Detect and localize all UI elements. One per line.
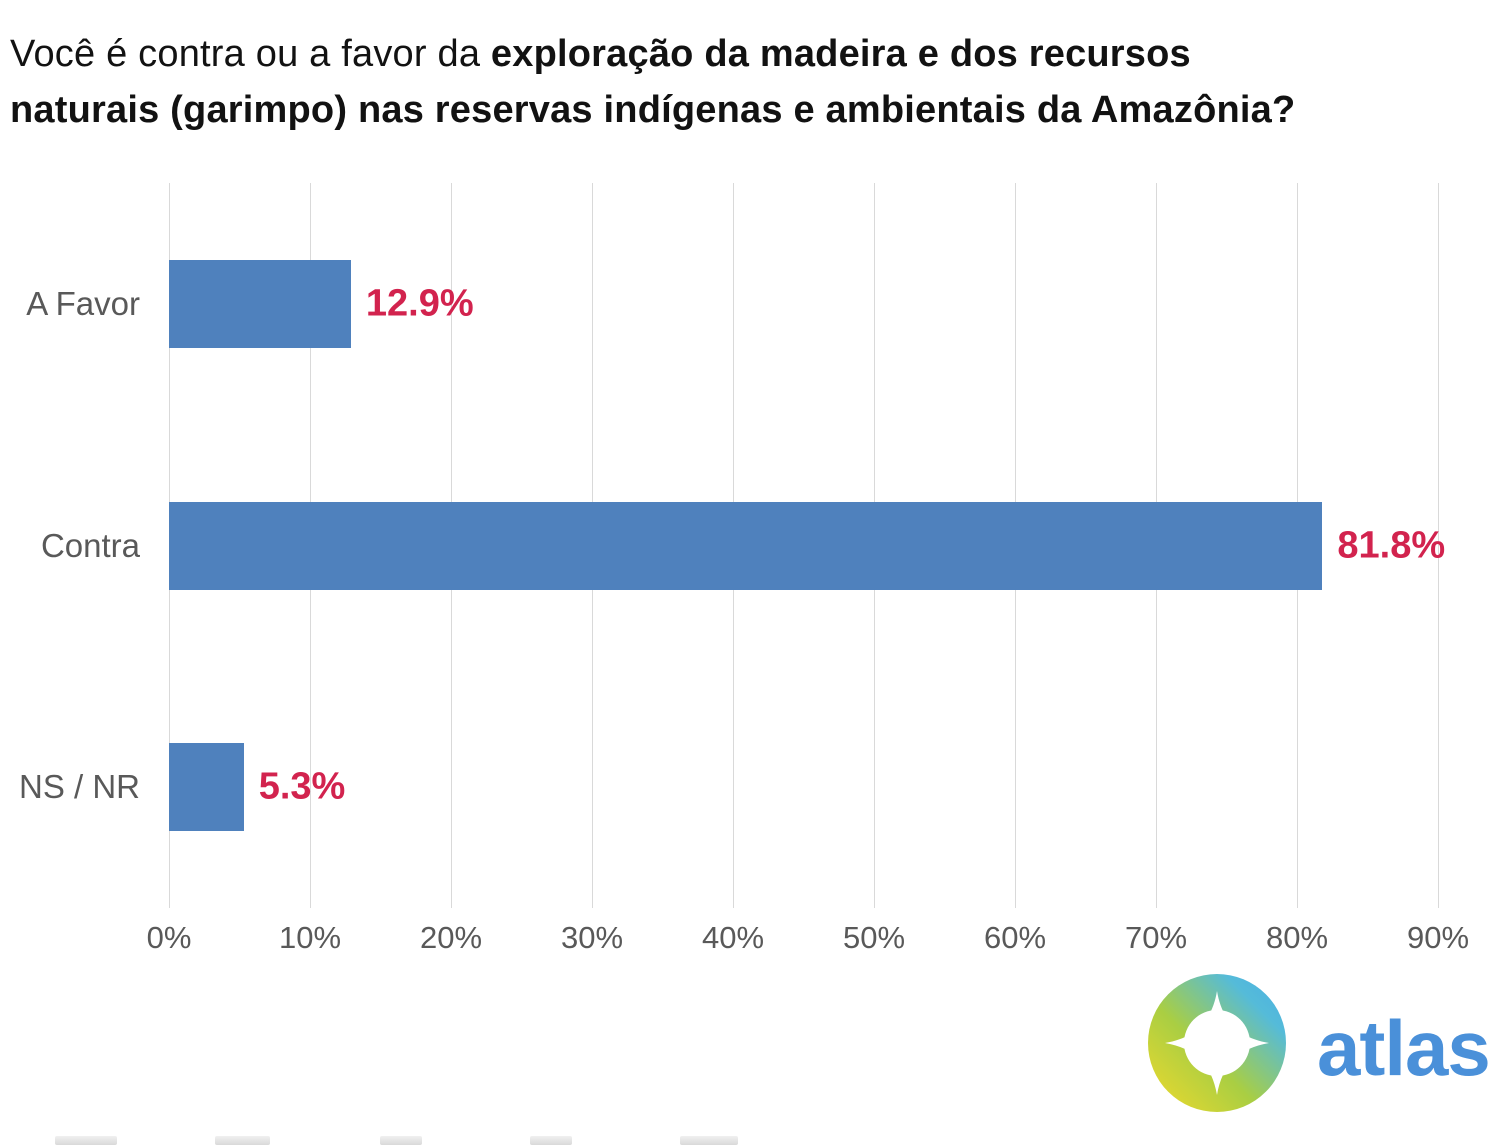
- compass-gradient-icon: [1148, 974, 1286, 1112]
- bar-ns-nr: [169, 743, 244, 832]
- x-axis-tick-label: 60%: [983, 920, 1047, 955]
- category-label: A Favor: [26, 284, 140, 322]
- cropped-text-fragment: [530, 1136, 572, 1145]
- x-axis-tick-label: 20%: [419, 920, 483, 955]
- x-axis-tick-label: 40%: [701, 920, 765, 955]
- value-label: 12.9%: [365, 282, 474, 325]
- bar-contra: [169, 501, 1323, 590]
- category-label: NS / NR: [18, 768, 140, 806]
- cropped-text-fragment: [680, 1136, 738, 1145]
- x-axis: 0% 10% 20% 30% 40% 50% 60% 70% 80% 90%: [147, 920, 1469, 960]
- x-axis-tick-label: 50%: [842, 920, 906, 955]
- chart-title-bold-part-2: naturais (garimpo) nas reservas indígena…: [10, 89, 1296, 131]
- value-label: 81.8%: [1337, 524, 1446, 566]
- chart-title-regular-part: Você é contra ou a favor da: [10, 33, 491, 75]
- atlas-logo: atlas: [1147, 973, 1491, 1113]
- x-axis-tick-label: 0%: [146, 920, 192, 955]
- cropped-text-fragment: [55, 1136, 117, 1145]
- category-label: Contra: [40, 526, 140, 564]
- chart-title: Você é contra ou a favor da exploração d…: [10, 26, 1470, 138]
- cropped-text-fragment: [215, 1136, 270, 1145]
- x-axis-tick-label: 90%: [1406, 920, 1470, 955]
- gridline: [1438, 183, 1439, 908]
- chart-title-bold-part-1: exploração da madeira e dos recursos: [490, 33, 1191, 75]
- atlas-logo-text: atlas: [1317, 1004, 1491, 1092]
- bar-a-favor: [169, 259, 351, 348]
- x-axis-tick-label: 30%: [560, 920, 624, 955]
- value-label: 5.3%: [258, 765, 346, 808]
- cropped-text-fragment: [380, 1136, 422, 1145]
- cropped-text-fragments: [0, 1136, 900, 1148]
- x-axis-tick-label: 70%: [1124, 920, 1188, 955]
- plot-area: 12.9% 81.8% 5.3%: [169, 183, 1445, 908]
- x-axis-tick-label: 80%: [1265, 920, 1329, 955]
- x-axis-tick-label: 10%: [278, 920, 342, 955]
- y-axis-category-labels: A Favor Contra NS / NR: [0, 183, 145, 908]
